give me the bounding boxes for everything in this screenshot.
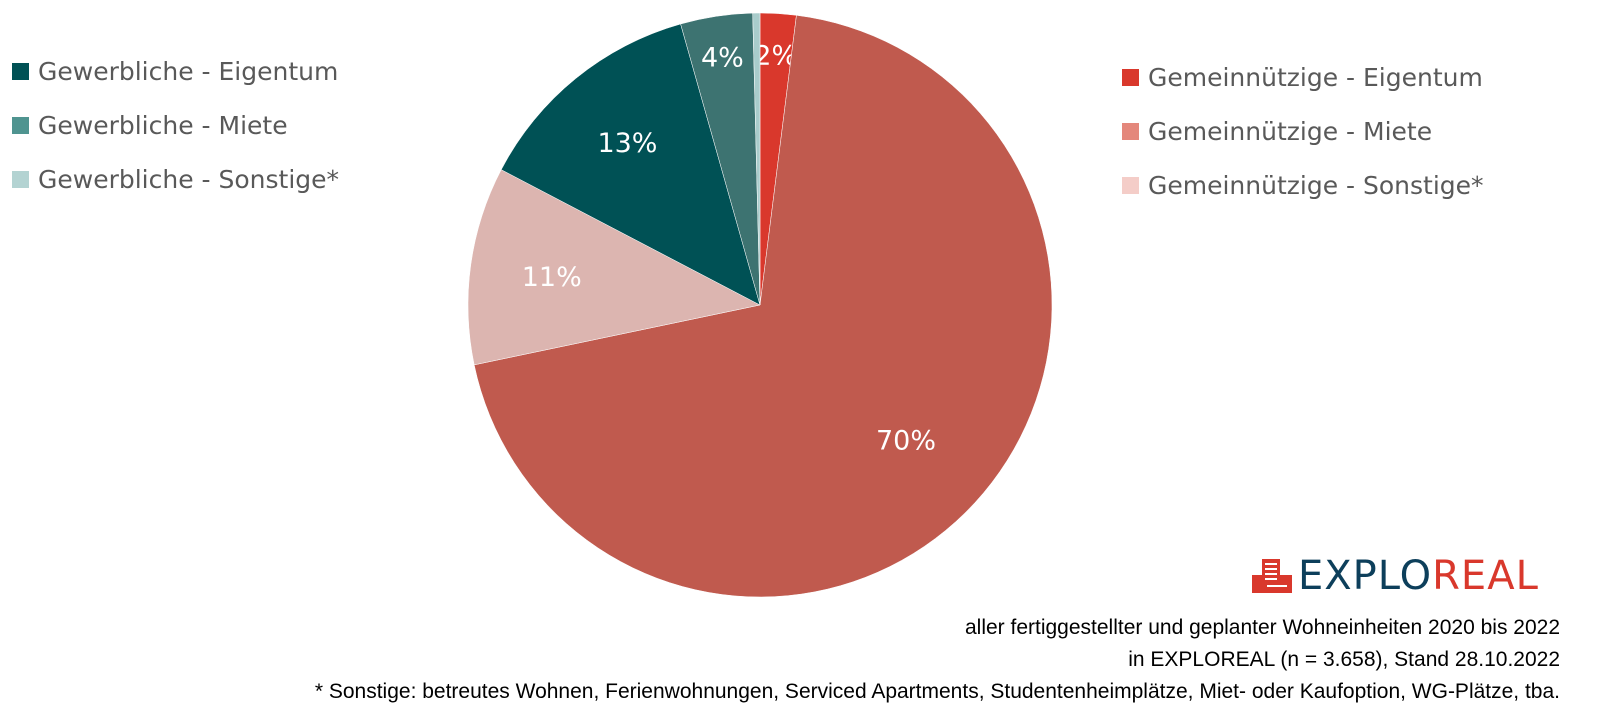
legend-item: Gewerbliche - Miete [12, 98, 339, 152]
pie-slice [752, 12, 761, 306]
building-icon [1252, 559, 1292, 593]
slice-label: 70% [876, 426, 936, 457]
legend-label: Gewerbliche - Sonstige* [38, 164, 340, 194]
legend-item: Gewerbliche - Eigentum [12, 44, 339, 98]
legend-label: Gemeinnützige - Sonstige* [1148, 170, 1484, 200]
footnotes: aller fertiggestellter und geplanter Woh… [315, 612, 1560, 708]
pie-slice [467, 169, 761, 366]
legend-swatch [1122, 122, 1139, 140]
legend-label: Gemeinnützige - Miete [1148, 116, 1433, 146]
legend-label: Gewerbliche - Miete [38, 110, 288, 140]
slice-label: 13% [597, 128, 657, 159]
pie-slice [500, 23, 761, 306]
slice-label: 4% [701, 43, 744, 74]
logo-text-real: REAL [1432, 553, 1539, 599]
note-line: in EXPLOREAL (n = 3.658), Stand 28.10.20… [1128, 648, 1560, 671]
legend-swatch [12, 116, 29, 134]
legend-item: Gemeinnützige - Eigentum [1122, 50, 1484, 104]
note-line: aller fertiggestellter und geplanter Woh… [964, 616, 1560, 639]
legend-right: Gemeinnützige - Eigentum Gemeinnützige -… [1122, 50, 1484, 212]
legend-swatch [12, 62, 29, 80]
legend-swatch [12, 170, 29, 188]
legend-item: Gewerbliche - Sonstige* [12, 152, 339, 206]
legend-left: Gewerbliche - Eigentum Gewerbliche - Mie… [12, 44, 339, 206]
legend-item: Gemeinnützige - Miete [1122, 104, 1484, 158]
exploreal-logo: EXPLOREAL [1252, 553, 1539, 599]
legend-label: Gewerbliche - Eigentum [38, 56, 339, 86]
logo-text-explo: EXPLO [1298, 553, 1433, 599]
legend-swatch [1122, 68, 1139, 86]
legend-swatch [1122, 176, 1139, 194]
legend-item: Gemeinnützige - Sonstige* [1122, 158, 1484, 212]
pie-slice [473, 15, 1053, 598]
note-line: * Sonstige: betreutes Wohnen, Ferienwohn… [314, 680, 1560, 703]
legend-label: Gemeinnützige - Eigentum [1148, 62, 1483, 92]
slice-label: 11% [522, 262, 582, 293]
